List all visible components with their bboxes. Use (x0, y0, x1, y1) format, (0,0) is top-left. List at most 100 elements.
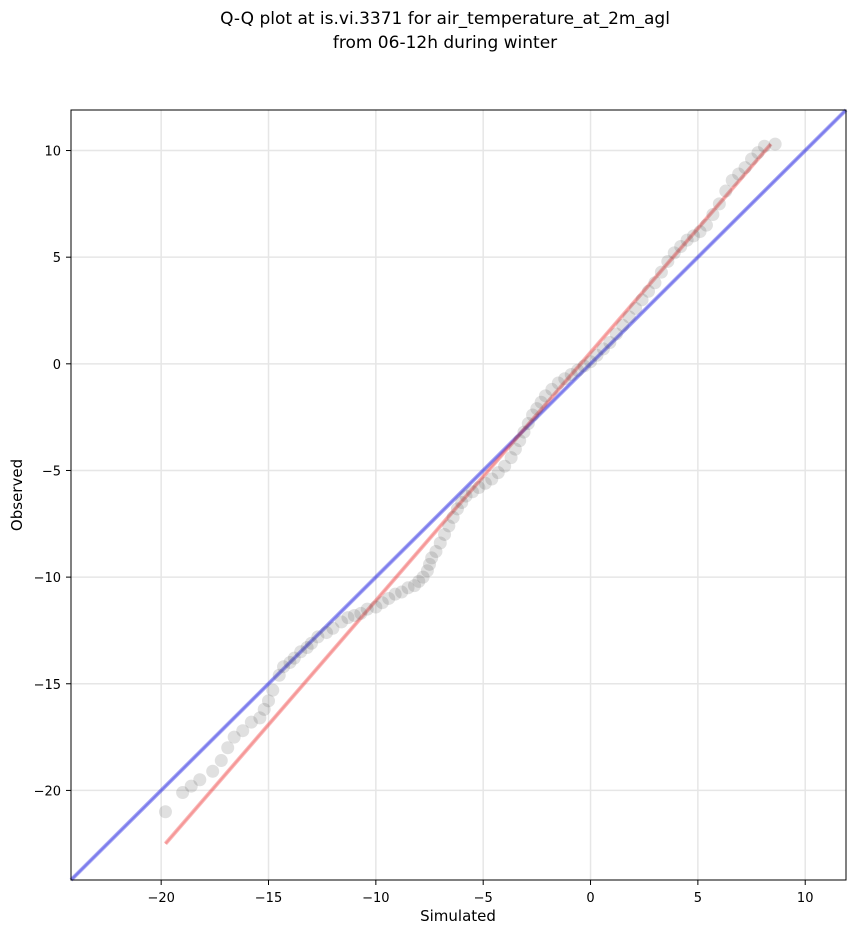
data-point (347, 609, 361, 623)
data-point (693, 225, 707, 239)
data-point (616, 318, 630, 332)
data-point (768, 137, 782, 151)
data-point (680, 233, 694, 247)
data-point (661, 254, 675, 268)
data-point (530, 402, 544, 416)
data-point (311, 630, 325, 644)
data-point (423, 557, 437, 571)
data-point (425, 551, 439, 565)
data-point (485, 472, 499, 486)
data-point (354, 606, 368, 620)
data-point (738, 161, 752, 175)
x-tick-label: 0 (586, 891, 594, 906)
quantile-fit-line-overlay (164, 143, 772, 845)
data-point (732, 167, 746, 181)
data-point (227, 730, 241, 744)
data-point (751, 146, 765, 160)
data-point (257, 702, 271, 716)
data-point (538, 389, 552, 403)
data-point (429, 545, 443, 559)
data-point (176, 786, 190, 800)
data-point (360, 602, 374, 616)
data-point (433, 536, 447, 550)
data-point (712, 197, 726, 211)
data-point (498, 459, 512, 473)
data-point (517, 425, 531, 439)
data-point (341, 611, 355, 625)
data-point (648, 276, 662, 290)
data-point (438, 527, 452, 541)
one-to-one-reference-line-overlay (70, 109, 847, 881)
data-point (401, 581, 415, 595)
data-point (277, 660, 291, 674)
data-point (300, 641, 314, 655)
data-point (193, 773, 207, 787)
data-point (590, 348, 604, 362)
data-point (236, 724, 250, 738)
data-point (416, 570, 430, 584)
data-point (641, 284, 655, 298)
data-point (382, 591, 396, 605)
data-point (465, 485, 479, 499)
data-point (244, 715, 258, 729)
data-point (654, 265, 668, 279)
plot-frame (70, 109, 847, 881)
data-point (745, 152, 759, 166)
grid-lines (71, 110, 846, 880)
data-point (446, 510, 460, 524)
data-point (334, 615, 348, 629)
data-point (395, 585, 409, 599)
data-point (521, 417, 535, 431)
data-point (262, 694, 276, 708)
data-point (513, 434, 527, 448)
data-point (158, 805, 172, 819)
reference-lines (69, 108, 848, 882)
y-axis-label: Observed (8, 459, 26, 531)
data-point (266, 683, 280, 697)
y-tick-label: 0 (53, 358, 61, 373)
x-tick-label: −15 (255, 891, 282, 906)
data-point (635, 293, 649, 307)
data-point (526, 408, 540, 422)
data-point (596, 342, 610, 356)
quantile-fit-line (163, 142, 773, 846)
data-point (407, 579, 421, 593)
one-to-one-reference-line (69, 108, 848, 882)
data-point (388, 587, 402, 601)
y-axis-ticks: −20 −15 −10 −5 0 5 10 (34, 145, 71, 799)
x-tick-label: −10 (362, 891, 389, 906)
data-point (757, 139, 771, 153)
data-point (319, 626, 333, 640)
data-point (478, 476, 492, 490)
data-point (221, 741, 235, 755)
y-tick-label: −20 (34, 784, 61, 799)
data-point (294, 645, 308, 659)
y-tick-label: 5 (53, 251, 61, 266)
data-point (326, 621, 340, 635)
data-points (158, 137, 782, 819)
data-point (455, 495, 469, 509)
data-point (558, 372, 572, 386)
data-point (667, 246, 681, 260)
data-point (184, 779, 198, 793)
y-tick-label: −5 (42, 464, 61, 479)
y-tick-label: 10 (44, 145, 61, 160)
data-point (272, 668, 286, 682)
data-point (450, 502, 464, 516)
data-point (674, 240, 688, 254)
data-point (472, 481, 486, 495)
data-point (491, 466, 505, 480)
data-point (442, 519, 456, 533)
x-tick-label: 10 (797, 891, 814, 906)
data-point (629, 301, 643, 315)
data-point (534, 395, 548, 409)
data-point (719, 184, 733, 198)
data-point (375, 596, 389, 610)
data-point (304, 636, 318, 650)
x-tick-label: −20 (147, 891, 174, 906)
data-point (706, 208, 720, 222)
data-point (584, 355, 598, 369)
data-point (603, 335, 617, 349)
data-point (609, 327, 623, 341)
